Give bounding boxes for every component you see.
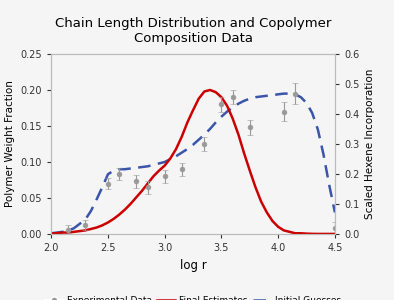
Text: Chain Length Distribution and Copolymer
Composition Data: Chain Length Distribution and Copolymer … [55, 17, 331, 45]
X-axis label: log r: log r [180, 259, 206, 272]
Y-axis label: Polymer Weight Fraction: Polymer Weight Fraction [5, 81, 15, 207]
Legend: Experimental Data, Final Estimates, Initial Guesses: Experimental Data, Final Estimates, Init… [42, 292, 344, 300]
Y-axis label: Scaled Hexene Incorporation: Scaled Hexene Incorporation [365, 69, 375, 219]
